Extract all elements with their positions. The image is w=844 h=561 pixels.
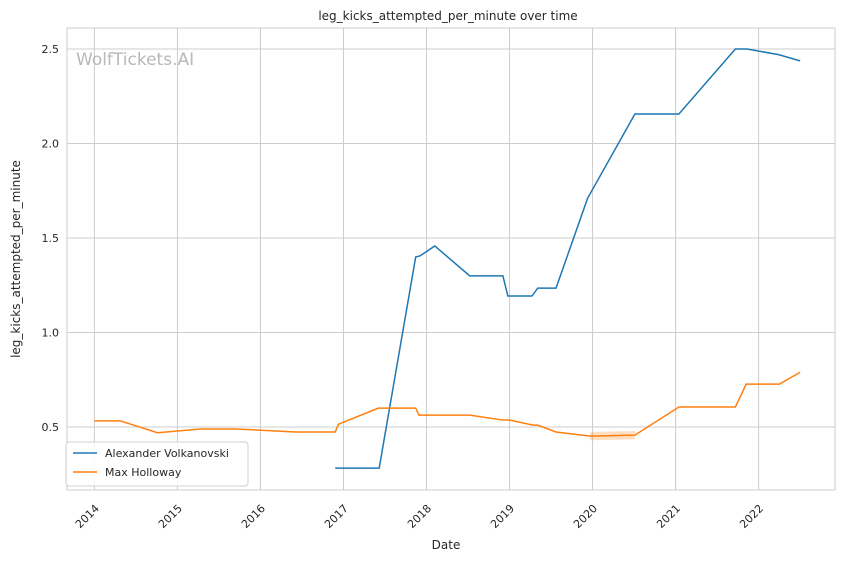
x-tick-label: 2019 [488, 502, 517, 531]
x-tick-label: 2015 [156, 502, 185, 531]
series-line-0 [335, 48, 801, 469]
legend-label-holloway: Max Holloway [105, 466, 182, 479]
series-lines [94, 48, 801, 469]
y-tick-label: 2.0 [42, 138, 60, 151]
x-axis-label: Date [432, 538, 461, 552]
chart-title: leg_kicks_attempted_per_minute over time [318, 9, 577, 23]
x-tick-label: 2014 [73, 502, 102, 531]
x-tick-label: 2021 [654, 502, 683, 531]
x-tick-label: 2016 [239, 502, 268, 531]
y-tick-label: 1.5 [42, 232, 60, 245]
x-tick-label: 2020 [571, 502, 600, 531]
watermark: WolfTickets.AI [76, 50, 194, 70]
y-tick-label: 2.5 [42, 43, 60, 56]
y-tick-label: 0.5 [42, 421, 60, 434]
x-tick-labels: 2014 2015 2016 2017 2018 2019 2020 2021 2022 [73, 502, 766, 531]
plot-frame [66, 27, 836, 491]
y-tick-labels: 0.5 1.0 1.5 2.0 2.5 [42, 43, 60, 434]
x-tick-label: 2018 [405, 502, 434, 531]
series-line-1 [94, 371, 801, 437]
grid [67, 28, 835, 490]
x-tick-label: 2017 [322, 502, 351, 531]
x-tick-label: 2022 [737, 502, 766, 531]
legend-label-volkanovski: Alexander Volkanovski [105, 447, 229, 460]
legend: Alexander Volkanovski Max Holloway [65, 441, 249, 487]
y-axis-label: leg_kicks_attempted_per_minute [9, 160, 23, 358]
y-tick-label: 1.0 [42, 327, 60, 340]
